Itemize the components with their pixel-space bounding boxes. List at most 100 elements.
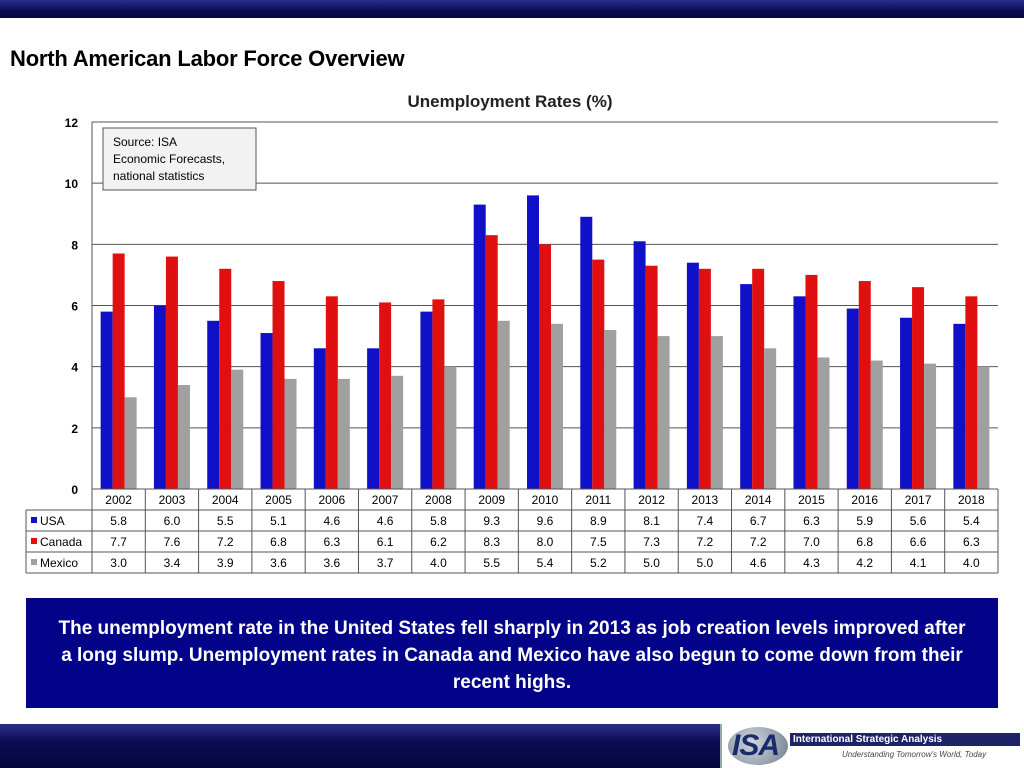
data-table-cell: 4.1: [910, 556, 927, 570]
legend-label-mexico: Mexico: [40, 556, 78, 570]
data-table-cell: 7.6: [164, 535, 181, 549]
bar-mexico-2018: [977, 366, 990, 489]
x-tick-label: 2009: [478, 493, 505, 507]
bar-canada-2007: [379, 302, 392, 489]
bar-usa-2015: [793, 296, 806, 489]
legend-label-usa: USA: [40, 514, 65, 528]
data-table-cell: 8.1: [643, 514, 660, 528]
data-table-cell: 6.7: [750, 514, 767, 528]
data-table-cell: 4.6: [377, 514, 394, 528]
bar-usa-2009: [473, 204, 486, 489]
data-table-cell: 4.2: [856, 556, 873, 570]
data-table-cell: 6.0: [164, 514, 181, 528]
data-table-cell: 5.8: [430, 514, 447, 528]
bar-canada-2004: [219, 268, 232, 489]
bar-canada-2006: [325, 296, 338, 489]
bar-canada-2014: [752, 268, 765, 489]
data-table-cell: 5.4: [963, 514, 980, 528]
data-table-cell: 5.8: [110, 514, 127, 528]
data-table-cell: 7.2: [697, 535, 714, 549]
data-table-cell: 3.0: [110, 556, 127, 570]
summary-text: The unemployment rate in the United Stat…: [58, 618, 966, 693]
data-table-cell: 8.9: [590, 514, 607, 528]
logo-tagline: Understanding Tomorrow's World, Today: [842, 750, 987, 759]
x-tick-label: 2007: [372, 493, 399, 507]
y-tick-label: 6: [71, 300, 78, 314]
data-table-cell: 5.6: [910, 514, 927, 528]
top-header-bar: [0, 0, 1024, 18]
bar-canada-2012: [645, 265, 658, 489]
bar-usa-2014: [740, 284, 753, 489]
chart-title: Unemployment Rates (%): [408, 92, 613, 111]
data-table-cell: 7.4: [697, 514, 714, 528]
bar-usa-2016: [846, 308, 859, 489]
x-tick-label: 2011: [585, 493, 611, 507]
y-tick-label: 4: [71, 361, 78, 375]
data-table-cell: 3.9: [217, 556, 234, 570]
bar-canada-2018: [965, 296, 978, 489]
bar-canada-2016: [858, 281, 871, 489]
y-tick-label: 10: [65, 177, 79, 191]
bar-usa-2017: [900, 317, 913, 489]
x-tick-label: 2018: [958, 493, 985, 507]
source-annotation: Source: ISA Economic Forecasts, national s…: [113, 135, 225, 183]
bar-mexico-2010: [551, 323, 563, 489]
bar-canada-2011: [592, 259, 605, 489]
bar-mexico-2008: [444, 366, 457, 489]
data-table-cell: 9.6: [537, 514, 554, 528]
x-tick-label: 2002: [105, 493, 132, 507]
x-tick-label: 2014: [745, 493, 772, 507]
globe-icon: [728, 727, 788, 765]
data-table-cell: 6.2: [430, 535, 447, 549]
data-table-cell: 8.0: [537, 535, 554, 549]
bar-canada-2013: [698, 268, 711, 489]
y-tick-label: 8: [71, 238, 78, 252]
bar-mexico-2002: [124, 397, 137, 489]
data-table-cell: 7.2: [750, 535, 767, 549]
summary-box: The unemployment rate in the United Stat…: [26, 598, 998, 708]
data-table-cell: 5.5: [483, 556, 500, 570]
data-table-cell: 6.8: [270, 535, 287, 549]
data-table-cell: 5.9: [856, 514, 873, 528]
bar-canada-2005: [272, 281, 285, 489]
bar-mexico-2011: [604, 329, 617, 489]
bar-usa-2018: [953, 323, 966, 489]
bar-mexico-2016: [870, 360, 883, 489]
data-table-cell: 6.8: [856, 535, 873, 549]
bar-mexico-2017: [924, 363, 937, 489]
unemployment-chart: Unemployment Rates (%) 0 2 4 6 8 10 12 2002 200…: [25, 92, 999, 574]
bar-canada-2003: [165, 256, 178, 489]
data-table-cell: 5.2: [590, 556, 607, 570]
x-tick-label: 2003: [159, 493, 186, 507]
data-table-cell: 4.6: [750, 556, 767, 570]
bar-mexico-2014: [764, 348, 777, 489]
data-table-cell: 4.0: [963, 556, 980, 570]
data-table-cell: 3.6: [270, 556, 287, 570]
bar-canada-2009: [485, 235, 498, 489]
bar-mexico-2009: [497, 320, 510, 489]
data-table-cell: 3.7: [377, 556, 394, 570]
x-tick-label: 2006: [318, 493, 345, 507]
legend-key-canada: [31, 538, 37, 544]
legend-key-usa: [31, 517, 37, 523]
bar-usa-2012: [633, 241, 646, 489]
y-tick-label: 12: [65, 116, 79, 130]
data-table-cell: 3.4: [164, 556, 181, 570]
data-table-cell: 7.7: [110, 535, 127, 549]
x-tick-label: 2016: [851, 493, 878, 507]
data-table-cell: 6.3: [963, 535, 980, 549]
bar-usa-2007: [367, 348, 380, 489]
bar-canada-2015: [805, 274, 818, 489]
x-tick-label: 2008: [425, 493, 452, 507]
legend-key-mexico: [31, 559, 37, 565]
data-table-cell: 9.3: [483, 514, 500, 528]
data-table-cell: 5.5: [217, 514, 234, 528]
data-table-cell: 7.2: [217, 535, 234, 549]
bar-canada-2010: [539, 244, 551, 489]
bar-mexico-2012: [657, 336, 670, 489]
isa-logo: ISA International Strategic Analysis Und…: [720, 724, 1024, 768]
x-tick-label: 2010: [532, 493, 559, 507]
data-table-cell: 6.3: [803, 514, 820, 528]
data-table-cell: 6.1: [377, 535, 394, 549]
data-table-cell: 5.1: [270, 514, 287, 528]
